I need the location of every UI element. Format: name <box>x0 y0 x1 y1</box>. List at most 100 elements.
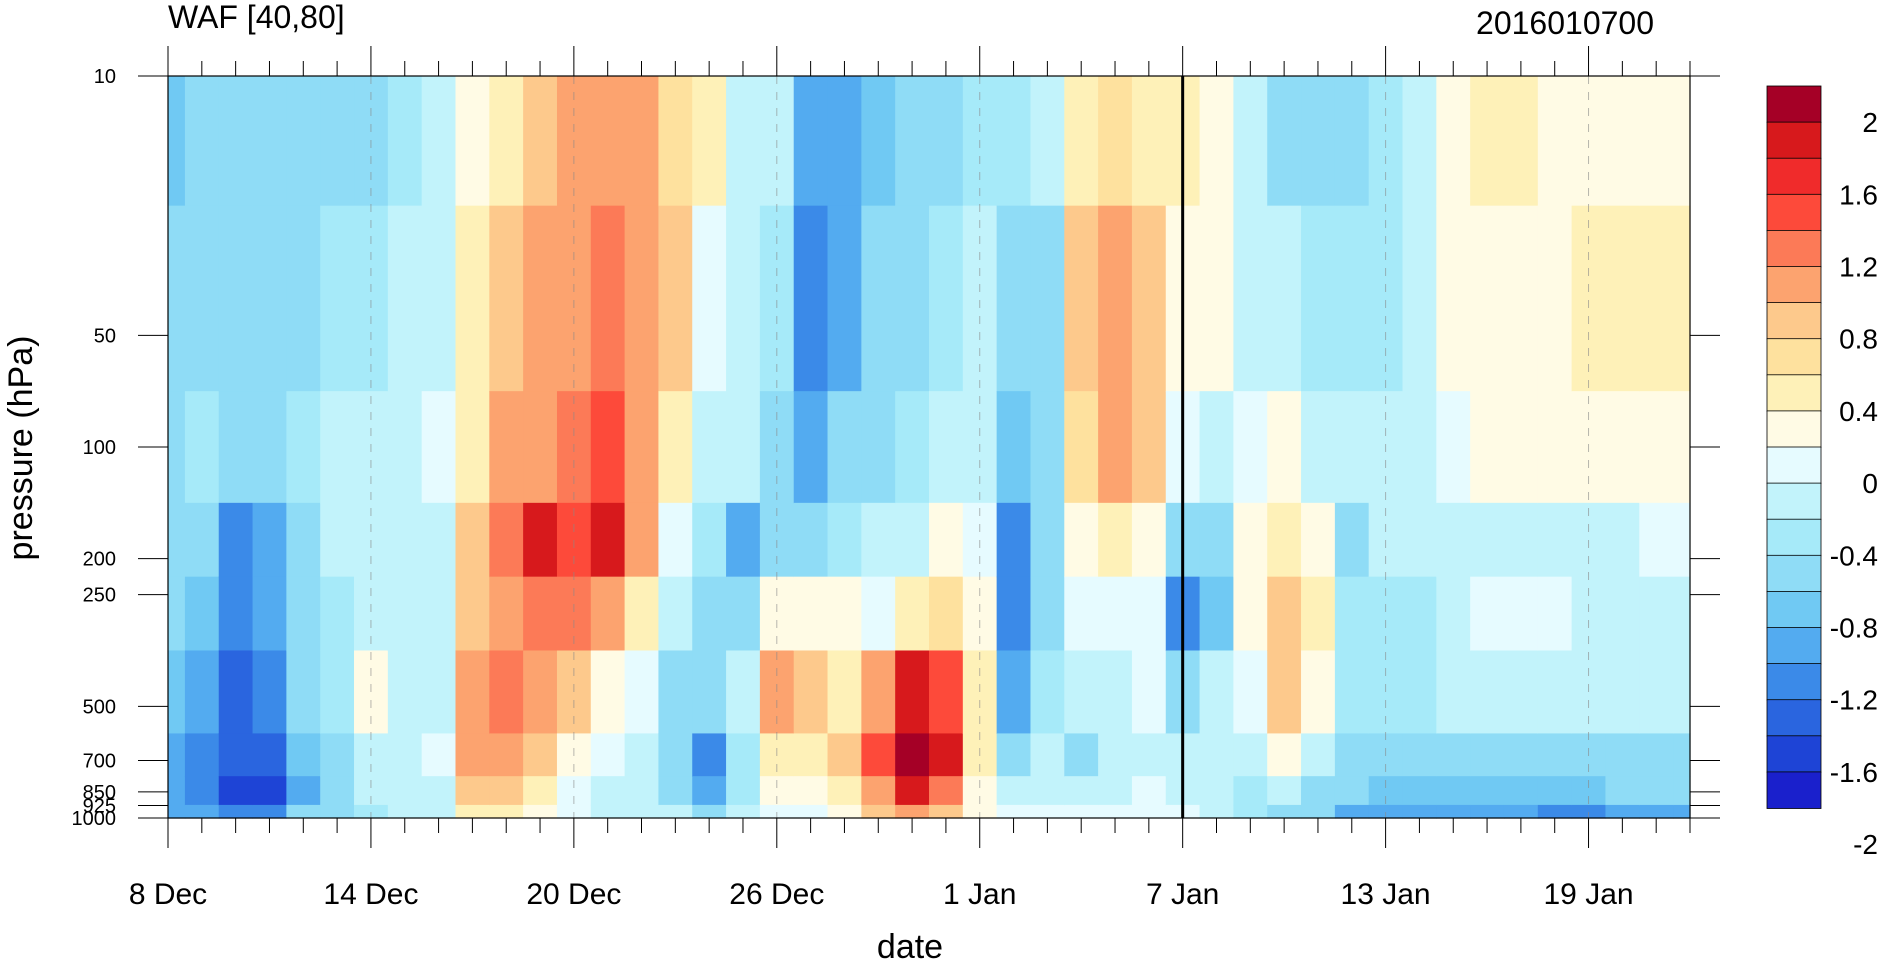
heatmap-cell <box>1267 205 1302 392</box>
heatmap-cell <box>1233 391 1268 504</box>
heatmap-cell <box>1436 391 1471 504</box>
heatmap-cell <box>1233 502 1268 578</box>
heatmap-cell <box>1673 205 1691 392</box>
heatmap-cell <box>252 76 287 207</box>
heatmap-cell <box>354 804 389 819</box>
heatmap-cell <box>1098 502 1133 578</box>
colorbar-swatch <box>1766 410 1822 448</box>
heatmap-cell <box>929 776 964 806</box>
heatmap-cells <box>168 76 1691 819</box>
heatmap-cell <box>252 205 287 392</box>
heatmap-cell <box>421 804 457 819</box>
heatmap-cell <box>726 733 761 777</box>
heatmap-cell <box>1639 205 1674 392</box>
heatmap-cell <box>793 733 829 777</box>
heatmap-cell <box>455 205 490 392</box>
heatmap-cell <box>1402 576 1437 652</box>
heatmap-cell <box>184 502 220 578</box>
colorbar-label: -1.6 <box>1830 757 1878 788</box>
heatmap-cell <box>286 733 321 777</box>
heatmap-cell <box>1537 804 1573 819</box>
heatmap-cell <box>286 576 321 652</box>
heatmap-cell <box>421 576 457 652</box>
heatmap-cell <box>590 650 626 735</box>
heatmap-cell <box>996 205 1032 392</box>
heatmap-cell <box>387 576 423 652</box>
heatmap-cell <box>1301 76 1336 207</box>
heatmap-cell <box>1199 650 1234 735</box>
heatmap-cell <box>1673 391 1691 504</box>
heatmap-cell <box>1470 391 1505 504</box>
heatmap-cell <box>1030 804 1065 819</box>
colorbar-swatch <box>1766 699 1822 737</box>
heatmap-cell <box>658 576 693 652</box>
heatmap-cell <box>827 804 862 819</box>
heatmap-cell <box>218 576 254 652</box>
heatmap-cell <box>421 391 457 504</box>
heatmap-cell <box>184 776 220 806</box>
colorbar-swatch <box>1766 518 1822 557</box>
heatmap-cell <box>1267 776 1302 806</box>
x-tick-labels: 8 Dec 14 Dec 20 Dec 26 Dec 1 Jan 7 Jan 13 Jan 1… <box>129 878 1634 911</box>
heatmap-cell <box>726 804 761 819</box>
axis-ticks <box>138 46 1720 848</box>
heatmap-cell <box>252 576 287 652</box>
heatmap-cell <box>929 502 964 578</box>
heatmap-cell <box>827 776 862 806</box>
heatmap-cell <box>1402 205 1437 392</box>
heatmap-cell <box>726 776 761 806</box>
heatmap-cell <box>1064 776 1099 806</box>
heatmap-cell <box>556 205 592 392</box>
heatmap-cell <box>489 502 524 578</box>
heatmap-cell <box>861 776 896 806</box>
heatmap-cell <box>320 76 355 207</box>
colorbar-label: -1.2 <box>1830 685 1878 716</box>
heatmap-cell <box>168 733 186 777</box>
colorbar-swatch <box>1766 229 1822 268</box>
heatmap-cell <box>218 733 254 777</box>
heatmap-cell <box>1503 76 1539 207</box>
heatmap-cell <box>692 776 727 806</box>
heatmap-cell <box>218 502 254 578</box>
heatmap-cell <box>1064 576 1099 652</box>
heatmap-cell <box>1233 576 1268 652</box>
colorbar-swatch <box>1766 338 1822 376</box>
heatmap-cell <box>1605 576 1640 652</box>
heatmap-cell <box>1098 391 1133 504</box>
heatmap-cell <box>168 776 186 806</box>
heatmap-cell <box>658 502 693 578</box>
heatmap-cell <box>1267 576 1302 652</box>
heatmap-cell <box>184 650 220 735</box>
heatmap-cell <box>1267 733 1302 777</box>
heatmap-cell <box>861 205 896 392</box>
y-tick-label: 200 <box>83 549 116 571</box>
colorbar-label: -0.4 <box>1830 540 1878 571</box>
heatmap-cell <box>1402 391 1437 504</box>
heatmap-cell <box>1131 733 1167 777</box>
y-tick-label: 1000 <box>72 808 117 830</box>
colorbar-swatch <box>1766 554 1822 593</box>
heatmap-cell <box>184 76 220 207</box>
heatmap-cell <box>929 733 964 777</box>
heatmap-cell <box>1064 391 1099 504</box>
heatmap-cell <box>1503 502 1539 578</box>
heatmap-cell <box>692 804 727 819</box>
heatmap-cell <box>1030 776 1065 806</box>
heatmap-cell <box>1436 76 1471 207</box>
heatmap-cell <box>793 776 829 806</box>
heatmap-cell <box>996 776 1032 806</box>
heatmap-cell <box>861 76 896 207</box>
heatmap-cell <box>1503 650 1539 735</box>
heatmap-cell <box>286 391 321 504</box>
heatmap-cell <box>218 650 254 735</box>
heatmap-cell <box>590 576 626 652</box>
heatmap-cell <box>1436 205 1471 392</box>
heatmap-cell <box>1131 576 1167 652</box>
heatmap-cell <box>895 502 930 578</box>
colorbar-swatch <box>1766 374 1822 412</box>
heatmap-cell <box>692 502 727 578</box>
heatmap-cell <box>590 776 626 806</box>
heatmap-cell <box>1436 776 1471 806</box>
heatmap-cell <box>489 391 524 504</box>
heatmap-cell <box>1503 576 1539 652</box>
